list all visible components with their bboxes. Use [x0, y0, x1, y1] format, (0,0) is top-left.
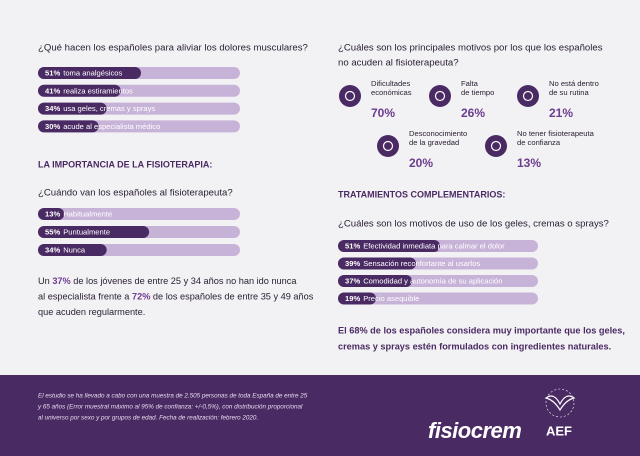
- bar-text: Puntualmente: [63, 228, 110, 237]
- bar-percent: 13%: [45, 210, 60, 219]
- paragraph-part: al especialista frente a: [38, 292, 132, 302]
- paragraph-part: de los españoles de entre 35 y 49 años: [150, 292, 313, 302]
- reason-percent: 70%: [371, 106, 395, 120]
- reason-icon-detail: [490, 140, 502, 152]
- question-title: ¿Cuáles son los principales motivos por …: [338, 43, 603, 54]
- bar-label: 51% Efectividad inmediata para calmar el …: [345, 242, 505, 251]
- bar-percent: 51%: [45, 69, 60, 78]
- bar: [38, 84, 121, 97]
- reason-icon-detail: [522, 90, 534, 102]
- question-title: ¿Cuáles son los motivos de uso de los ge…: [338, 219, 609, 230]
- reason-label: No tener fisioterapeuta: [517, 129, 595, 138]
- paragraph-part: que acuden regularmente.: [38, 307, 145, 317]
- reason-icon-detail: [434, 90, 446, 102]
- reason-icon-detail: [382, 140, 394, 152]
- paragraph-line: que acuden regularmente.: [38, 307, 145, 317]
- bar-text: Efectividad inmediata para calmar el dol…: [363, 242, 505, 251]
- bar: [38, 208, 65, 220]
- bar-percent: 30%: [45, 122, 60, 131]
- bar-label: 55% Puntualmente: [45, 228, 110, 237]
- bar-label: 30% acude al especialista médico: [45, 122, 160, 131]
- paragraph-line: al especialista frente a 72% de los espa…: [38, 292, 314, 302]
- reason-label: de la gravedad: [409, 138, 459, 147]
- reason-icon: [339, 85, 361, 107]
- bar-percent: 55%: [45, 228, 60, 237]
- bar-text: Sensación reconfortante al usarlos: [363, 259, 480, 268]
- bar: [38, 226, 150, 238]
- bar-text: Comodidad y autonomía de su aplicación: [363, 277, 502, 286]
- question-title: ¿Cuándo van los españoles al fisioterape…: [38, 188, 233, 199]
- bar-text: Nunca: [63, 246, 86, 255]
- bar-label: 13% Habitualmente: [45, 210, 112, 219]
- bar-track: [338, 292, 538, 305]
- reason-percent: 13%: [517, 156, 541, 170]
- bar-percent: 39%: [345, 259, 360, 268]
- paragraph-part: de los jóvenes de entre 25 y 34 años no …: [71, 276, 298, 286]
- bar-label: 34% Nunca: [45, 246, 86, 255]
- bar: [38, 67, 142, 79]
- bar-percent: 19%: [345, 294, 360, 303]
- bar-percent: 34%: [45, 104, 60, 113]
- bar: [338, 275, 412, 287]
- bar: [38, 244, 107, 256]
- brand-logo: fisiocrem: [428, 418, 521, 443]
- bar-label: 39% Sensación reconfortante al usarlos: [345, 259, 480, 268]
- bar-text: acude al especialista médico: [63, 122, 160, 131]
- conclusion-line: El 68% de los españoles considera muy im…: [338, 325, 625, 335]
- bar: [338, 292, 376, 305]
- footer-note: y 65 años (Error muestral máximo al 95% …: [37, 404, 303, 411]
- footer-note: El estudio se ha llevado a cabo con una …: [38, 393, 308, 400]
- reason-icon: [485, 135, 507, 157]
- reason-icon-detail: [344, 90, 356, 102]
- bar: [38, 120, 99, 133]
- bar-text: realiza estiramientos: [63, 86, 133, 95]
- reason-label: No está dentro: [549, 79, 599, 88]
- bar-label: 41% realiza estiramientos: [45, 86, 133, 95]
- bar-text: Precio asequible: [363, 294, 419, 303]
- paragraph-line: Un 37% de los jóvenes de entre 25 y 34 a…: [38, 276, 297, 286]
- reason-label: económicas: [371, 88, 412, 97]
- reason-label: de tiempo: [461, 88, 494, 97]
- reason-icon: [517, 85, 539, 107]
- reason-icon: [429, 85, 451, 107]
- aef-logo: AEF: [546, 423, 572, 438]
- bar-label: 34% usa geles, cremas y sprays: [45, 104, 155, 113]
- bar-percent: 51%: [345, 242, 360, 251]
- reason-percent: 26%: [461, 106, 485, 120]
- bar-track: [38, 208, 240, 220]
- question-title: no acuden al fisioterapeuta?: [338, 58, 459, 69]
- reason-label: Falta: [461, 79, 479, 88]
- bird-logo: [544, 388, 576, 418]
- paragraph-part: 37%: [52, 276, 70, 286]
- bar: [38, 102, 107, 115]
- question-title: ¿Qué hacen los españoles para aliviar lo…: [38, 43, 308, 54]
- bar-label: 37% Comodidad y autonomía de su aplicació…: [345, 277, 503, 286]
- reason-label: Dificultades: [371, 79, 410, 88]
- bar-label: 51% toma analgésicos: [45, 69, 123, 78]
- conclusion-line: cremas y sprays estén formulados con ing…: [338, 341, 611, 351]
- paragraph-part: 72%: [132, 292, 150, 302]
- reason-label: Desconocimiento: [409, 129, 467, 138]
- reason-icon: [377, 135, 399, 157]
- reason-label: de su rutina: [549, 88, 589, 97]
- reason-percent: 21%: [549, 106, 573, 120]
- bar-text: toma analgésicos: [63, 69, 122, 78]
- bar: [338, 257, 416, 270]
- paragraph-part: Un: [38, 276, 52, 286]
- section-title: LA IMPORTANCIA DE LA FISIOTERAPIA:: [38, 159, 212, 169]
- bar-percent: 34%: [45, 246, 60, 255]
- bar-percent: 37%: [345, 277, 360, 286]
- bar: [338, 240, 440, 252]
- bar-text: Habitualmente: [63, 210, 112, 219]
- reason-percent: 20%: [409, 156, 433, 170]
- footer-note: al universo por sexo y por grupos de eda…: [38, 415, 258, 422]
- footer-band: [0, 375, 640, 456]
- bar-label: 19% Precio asequible: [345, 294, 419, 303]
- section-title: TRATAMIENTOS COMPLEMENTARIOS:: [338, 189, 505, 199]
- bar-text: usa geles, cremas y sprays: [63, 104, 155, 113]
- reason-label: de confianza: [517, 138, 561, 147]
- bar-percent: 41%: [45, 86, 60, 95]
